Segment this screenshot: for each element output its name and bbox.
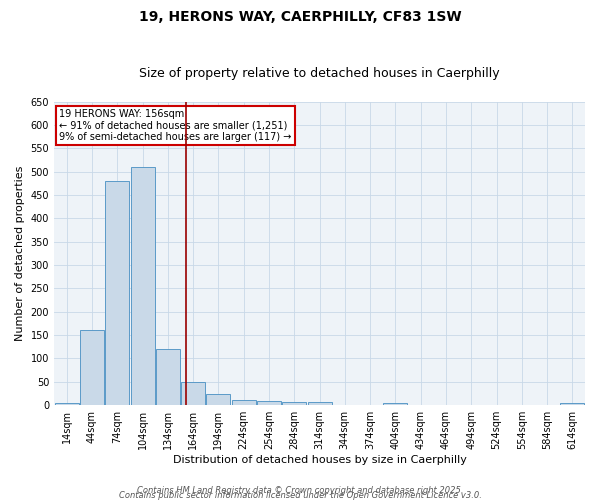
Bar bbox=[131, 167, 155, 405]
Bar bbox=[257, 402, 281, 405]
Bar bbox=[232, 400, 256, 405]
Bar bbox=[80, 330, 104, 405]
Text: 19 HERONS WAY: 156sqm
← 91% of detached houses are smaller (1,251)
9% of semi-de: 19 HERONS WAY: 156sqm ← 91% of detached … bbox=[59, 109, 292, 142]
Bar bbox=[55, 403, 79, 405]
Bar bbox=[206, 394, 230, 405]
Y-axis label: Number of detached properties: Number of detached properties bbox=[15, 166, 25, 341]
Bar bbox=[560, 403, 584, 405]
Text: Contains public sector information licensed under the Open Government Licence v3: Contains public sector information licen… bbox=[119, 491, 481, 500]
Text: Contains HM Land Registry data © Crown copyright and database right 2025.: Contains HM Land Registry data © Crown c… bbox=[137, 486, 463, 495]
Bar bbox=[308, 402, 332, 405]
Bar bbox=[105, 181, 129, 405]
Bar bbox=[282, 402, 306, 405]
Bar bbox=[156, 349, 180, 405]
Text: 19, HERONS WAY, CAERPHILLY, CF83 1SW: 19, HERONS WAY, CAERPHILLY, CF83 1SW bbox=[139, 10, 461, 24]
X-axis label: Distribution of detached houses by size in Caerphilly: Distribution of detached houses by size … bbox=[173, 455, 466, 465]
Bar bbox=[383, 403, 407, 405]
Bar bbox=[181, 382, 205, 405]
Title: Size of property relative to detached houses in Caerphilly: Size of property relative to detached ho… bbox=[139, 66, 500, 80]
